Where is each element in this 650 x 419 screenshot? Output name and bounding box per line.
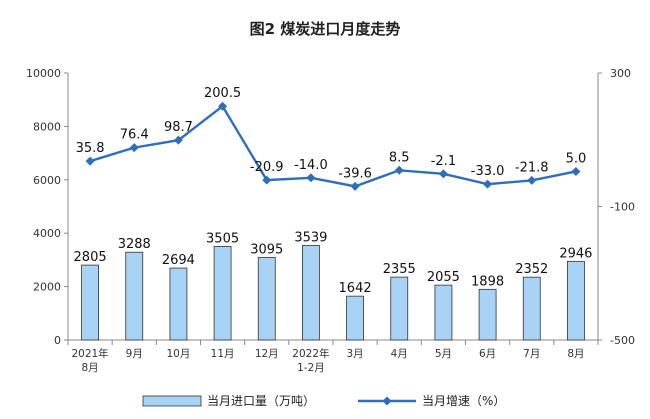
right-tick-label: -500 bbox=[610, 334, 635, 347]
bar bbox=[346, 295, 364, 341]
line-value-label: 35.8 bbox=[76, 141, 105, 156]
line-value-label: -33.0 bbox=[471, 164, 505, 179]
line-value-label: 8.5 bbox=[389, 150, 410, 165]
bar-value-label: 1642 bbox=[339, 281, 372, 296]
bar bbox=[169, 267, 188, 341]
x-tick-label: 1-2月 bbox=[297, 362, 325, 374]
bar bbox=[81, 264, 99, 341]
legend: 当月进口量（万吨） 当月增速（%） bbox=[142, 394, 505, 408]
x-tick-label: 8月 bbox=[81, 362, 98, 374]
bar bbox=[478, 288, 497, 341]
legend-label-bar: 当月进口量（万吨） bbox=[207, 394, 315, 408]
bar-value-label: 2805 bbox=[74, 250, 107, 265]
x-tick-label: 6月 bbox=[479, 348, 496, 360]
growth-line bbox=[89, 104, 577, 188]
bar-value-label: 3539 bbox=[294, 231, 327, 246]
x-tick-label: 12月 bbox=[255, 348, 279, 360]
line-value-label: -20.9 bbox=[250, 160, 284, 175]
axes: 0 2000 4000 6000 8000 10000 -500 -100 300 bbox=[26, 67, 635, 347]
category-labels: 2021年 8月 9月 10月 11月 12月 2022年 1-2月 3月 4月 5月 6月 7月 8月 bbox=[71, 347, 584, 374]
bar-value-label: 2352 bbox=[515, 262, 548, 277]
line-point bbox=[129, 143, 139, 153]
left-tick-label: 10000 bbox=[26, 67, 61, 80]
line-point bbox=[483, 179, 493, 189]
x-tick-label: 7月 bbox=[523, 348, 540, 360]
line-point bbox=[394, 165, 404, 175]
line-value-label: -39.6 bbox=[338, 166, 372, 181]
left-tick-label: 4000 bbox=[33, 227, 61, 240]
bar bbox=[125, 251, 144, 341]
x-tick-label: 3月 bbox=[346, 348, 363, 360]
right-tick-label: 300 bbox=[610, 67, 631, 80]
line-point bbox=[350, 181, 360, 191]
right-tick-label: -100 bbox=[610, 201, 635, 214]
line-point bbox=[438, 169, 448, 179]
left-tick-label: 6000 bbox=[33, 174, 61, 187]
line-point bbox=[173, 135, 183, 145]
line-point bbox=[218, 101, 228, 111]
x-tick-label: 10月 bbox=[166, 348, 190, 360]
bar bbox=[213, 246, 232, 341]
legend-bar-swatch bbox=[142, 395, 202, 407]
line-point bbox=[85, 156, 95, 166]
bar-value-label: 1898 bbox=[471, 274, 504, 289]
left-tick-label: 0 bbox=[54, 334, 61, 347]
chart-title: 图2 煤炭进口月度走势 bbox=[250, 20, 401, 38]
bar-value-label: 3095 bbox=[250, 242, 283, 257]
x-tick-label: 9月 bbox=[126, 348, 143, 360]
legend-line-marker bbox=[382, 396, 392, 406]
bar-value-label: 3288 bbox=[118, 237, 151, 252]
x-tick-label: 2021年 bbox=[71, 347, 108, 360]
line-value-label: 200.5 bbox=[204, 86, 241, 101]
x-tick-label: 11月 bbox=[211, 348, 235, 360]
x-tick-label: 5月 bbox=[435, 348, 452, 360]
bar-value-label: 2355 bbox=[383, 262, 416, 277]
line-value-label: -14.0 bbox=[294, 158, 328, 173]
line-value-label: 5.0 bbox=[566, 151, 587, 166]
bar bbox=[434, 284, 453, 341]
bar-series bbox=[81, 245, 585, 341]
line-value-label: -2.1 bbox=[431, 154, 456, 169]
bar-value-label: 3505 bbox=[206, 231, 239, 246]
bar-value-label: 2055 bbox=[427, 270, 460, 285]
line-value-label: -21.8 bbox=[515, 160, 549, 175]
bar bbox=[302, 245, 320, 341]
left-tick-label: 8000 bbox=[33, 120, 61, 133]
bar bbox=[257, 256, 276, 341]
bar bbox=[522, 276, 541, 341]
bar-value-label: 2694 bbox=[162, 253, 195, 268]
line-series bbox=[85, 101, 581, 191]
line-point bbox=[571, 166, 581, 176]
bar bbox=[390, 276, 409, 341]
bar bbox=[567, 260, 585, 341]
x-tick-label: 8月 bbox=[567, 348, 584, 360]
left-tick-label: 2000 bbox=[33, 281, 61, 294]
x-tick-label: 2022年 bbox=[292, 347, 329, 360]
x-tick-label: 4月 bbox=[391, 348, 408, 360]
bar-value-label: 2946 bbox=[559, 246, 592, 261]
line-point bbox=[527, 175, 537, 185]
legend-label-line: 当月增速（%） bbox=[422, 394, 505, 408]
line-point bbox=[262, 175, 272, 185]
bar-labels: 2805 3288 2694 3505 3095 3539 1642 2355 2055 1898… bbox=[74, 231, 593, 297]
line-value-label: 98.7 bbox=[164, 120, 193, 135]
line-value-label: 76.4 bbox=[120, 128, 149, 143]
line-point bbox=[306, 173, 316, 183]
